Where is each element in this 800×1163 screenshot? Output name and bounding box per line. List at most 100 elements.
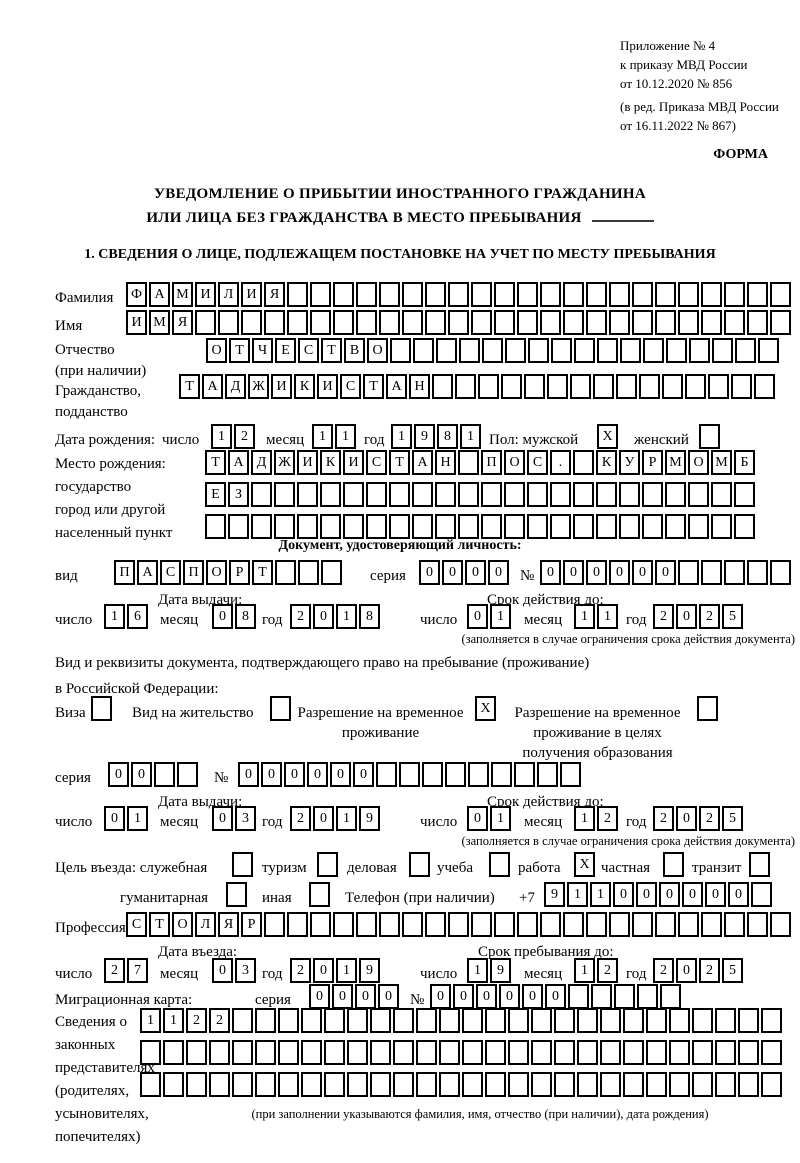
permit-issue-month-box[interactable]: 0	[212, 806, 233, 831]
stay-day-box[interactable]: 1	[467, 958, 488, 983]
patronymic-char-box[interactable]	[528, 338, 549, 363]
birth-year-box[interactable]: 1	[391, 424, 412, 449]
profession-char-box[interactable]	[632, 912, 653, 937]
citizenship-char-box[interactable]: Д	[225, 374, 246, 399]
surname-char-box[interactable]	[655, 282, 676, 307]
given-name-char-box[interactable]	[724, 310, 745, 335]
birthplace-char-box[interactable]: И	[297, 450, 318, 475]
surname-char-box[interactable]	[770, 282, 791, 307]
given-name-char-box[interactable]	[540, 310, 561, 335]
legal-reps-char-box[interactable]	[462, 1008, 483, 1033]
visa-checkbox-box[interactable]	[91, 696, 112, 721]
permit-valid-month-box[interactable]: 2	[597, 806, 618, 831]
legal-reps-char-box[interactable]	[301, 1008, 322, 1033]
surname-char-box[interactable]: Л	[218, 282, 239, 307]
birthplace-char-box[interactable]	[297, 514, 318, 539]
patronymic-char-box[interactable]	[620, 338, 641, 363]
birthplace-char-box[interactable]	[642, 482, 663, 507]
given-name-char-box[interactable]	[379, 310, 400, 335]
profession-char-box[interactable]	[770, 912, 791, 937]
birthplace-char-box[interactable]: А	[228, 450, 249, 475]
given-name-char-box[interactable]	[333, 310, 354, 335]
patronymic-char-box[interactable]: Т	[229, 338, 250, 363]
profession-char-box[interactable]	[563, 912, 584, 937]
legal-reps-char-box[interactable]	[209, 1040, 230, 1065]
legal-reps-char-box[interactable]	[439, 1040, 460, 1065]
citizenship-char-box[interactable]	[662, 374, 683, 399]
doc-number-box[interactable]	[747, 560, 768, 585]
profession-char-box[interactable]	[402, 912, 423, 937]
surname-char-box[interactable]	[609, 282, 630, 307]
birthplace-char-box[interactable]	[573, 514, 594, 539]
citizenship-char-box[interactable]: А	[386, 374, 407, 399]
patronymic-char-box[interactable]	[505, 338, 526, 363]
patronymic-char-box[interactable]	[643, 338, 664, 363]
legal-reps-char-box[interactable]	[370, 1040, 391, 1065]
legal-reps-char-box[interactable]	[554, 1040, 575, 1065]
legal-reps-char-box[interactable]	[393, 1072, 414, 1097]
patronymic-char-box[interactable]	[459, 338, 480, 363]
legal-reps-char-box[interactable]	[485, 1072, 506, 1097]
legal-reps-char-box[interactable]	[669, 1072, 690, 1097]
citizenship-char-box[interactable]	[639, 374, 660, 399]
permit-series-box[interactable]	[177, 762, 198, 787]
legal-reps-char-box[interactable]	[600, 1008, 621, 1033]
birthplace-char-box[interactable]	[205, 514, 226, 539]
birth-day-box[interactable]: 2	[234, 424, 255, 449]
birthplace-char-box[interactable]	[274, 514, 295, 539]
phone-digit-box[interactable]: 0	[659, 882, 680, 907]
entry-day-box[interactable]: 2	[104, 958, 125, 983]
citizenship-char-box[interactable]	[685, 374, 706, 399]
legal-reps-char-box[interactable]	[577, 1072, 598, 1097]
legal-reps-char-box[interactable]	[715, 1008, 736, 1033]
legal-reps-char-box[interactable]	[761, 1072, 782, 1097]
stay-year-box[interactable]: 5	[722, 958, 743, 983]
legal-reps-char-box[interactable]	[324, 1008, 345, 1033]
permit-number-box[interactable]	[376, 762, 397, 787]
patronymic-char-box[interactable]	[390, 338, 411, 363]
citizenship-char-box[interactable]: Ж	[248, 374, 269, 399]
permit-valid-year-box[interactable]: 2	[653, 806, 674, 831]
surname-char-box[interactable]	[747, 282, 768, 307]
given-name-char-box[interactable]	[517, 310, 538, 335]
legal-reps-char-box[interactable]	[347, 1040, 368, 1065]
surname-char-box[interactable]	[494, 282, 515, 307]
birthplace-char-box[interactable]	[665, 514, 686, 539]
birthplace-char-box[interactable]	[619, 514, 640, 539]
permit-valid-month-box[interactable]: 1	[574, 806, 595, 831]
profession-char-box[interactable]	[287, 912, 308, 937]
permit-issue-month-box[interactable]: 3	[235, 806, 256, 831]
stay-month-box[interactable]: 1	[574, 958, 595, 983]
profession-char-box[interactable]	[264, 912, 285, 937]
surname-char-box[interactable]	[356, 282, 377, 307]
birthplace-char-box[interactable]: О	[688, 450, 709, 475]
legal-reps-char-box[interactable]	[692, 1072, 713, 1097]
birthplace-char-box[interactable]	[435, 514, 456, 539]
legal-reps-char-box[interactable]	[163, 1072, 184, 1097]
doc-valid-year-box[interactable]: 5	[722, 604, 743, 629]
permit-valid-day-box[interactable]: 1	[490, 806, 511, 831]
purpose-tourism-box[interactable]	[317, 852, 338, 877]
birthplace-char-box[interactable]: К	[596, 450, 617, 475]
legal-reps-char-box[interactable]	[416, 1072, 437, 1097]
legal-reps-char-box[interactable]	[255, 1008, 276, 1033]
doc-kind-char-box[interactable]	[275, 560, 296, 585]
patronymic-char-box[interactable]	[482, 338, 503, 363]
birthplace-char-box[interactable]: О	[504, 450, 525, 475]
doc-kind-char-box[interactable]: С	[160, 560, 181, 585]
doc-number-box[interactable]: 0	[609, 560, 630, 585]
birthplace-char-box[interactable]	[596, 482, 617, 507]
legal-reps-char-box[interactable]	[508, 1008, 529, 1033]
birthplace-char-box[interactable]	[366, 482, 387, 507]
migration-card-number-box[interactable]: 0	[453, 984, 474, 1009]
migration-card-number-box[interactable]: 0	[545, 984, 566, 1009]
profession-char-box[interactable]	[655, 912, 676, 937]
birthplace-char-box[interactable]	[688, 482, 709, 507]
surname-char-box[interactable]	[471, 282, 492, 307]
birthplace-char-box[interactable]	[320, 514, 341, 539]
surname-char-box[interactable]	[586, 282, 607, 307]
legal-reps-char-box[interactable]	[232, 1040, 253, 1065]
legal-reps-char-box[interactable]	[301, 1072, 322, 1097]
permit-number-box[interactable]	[537, 762, 558, 787]
given-name-char-box[interactable]	[195, 310, 216, 335]
